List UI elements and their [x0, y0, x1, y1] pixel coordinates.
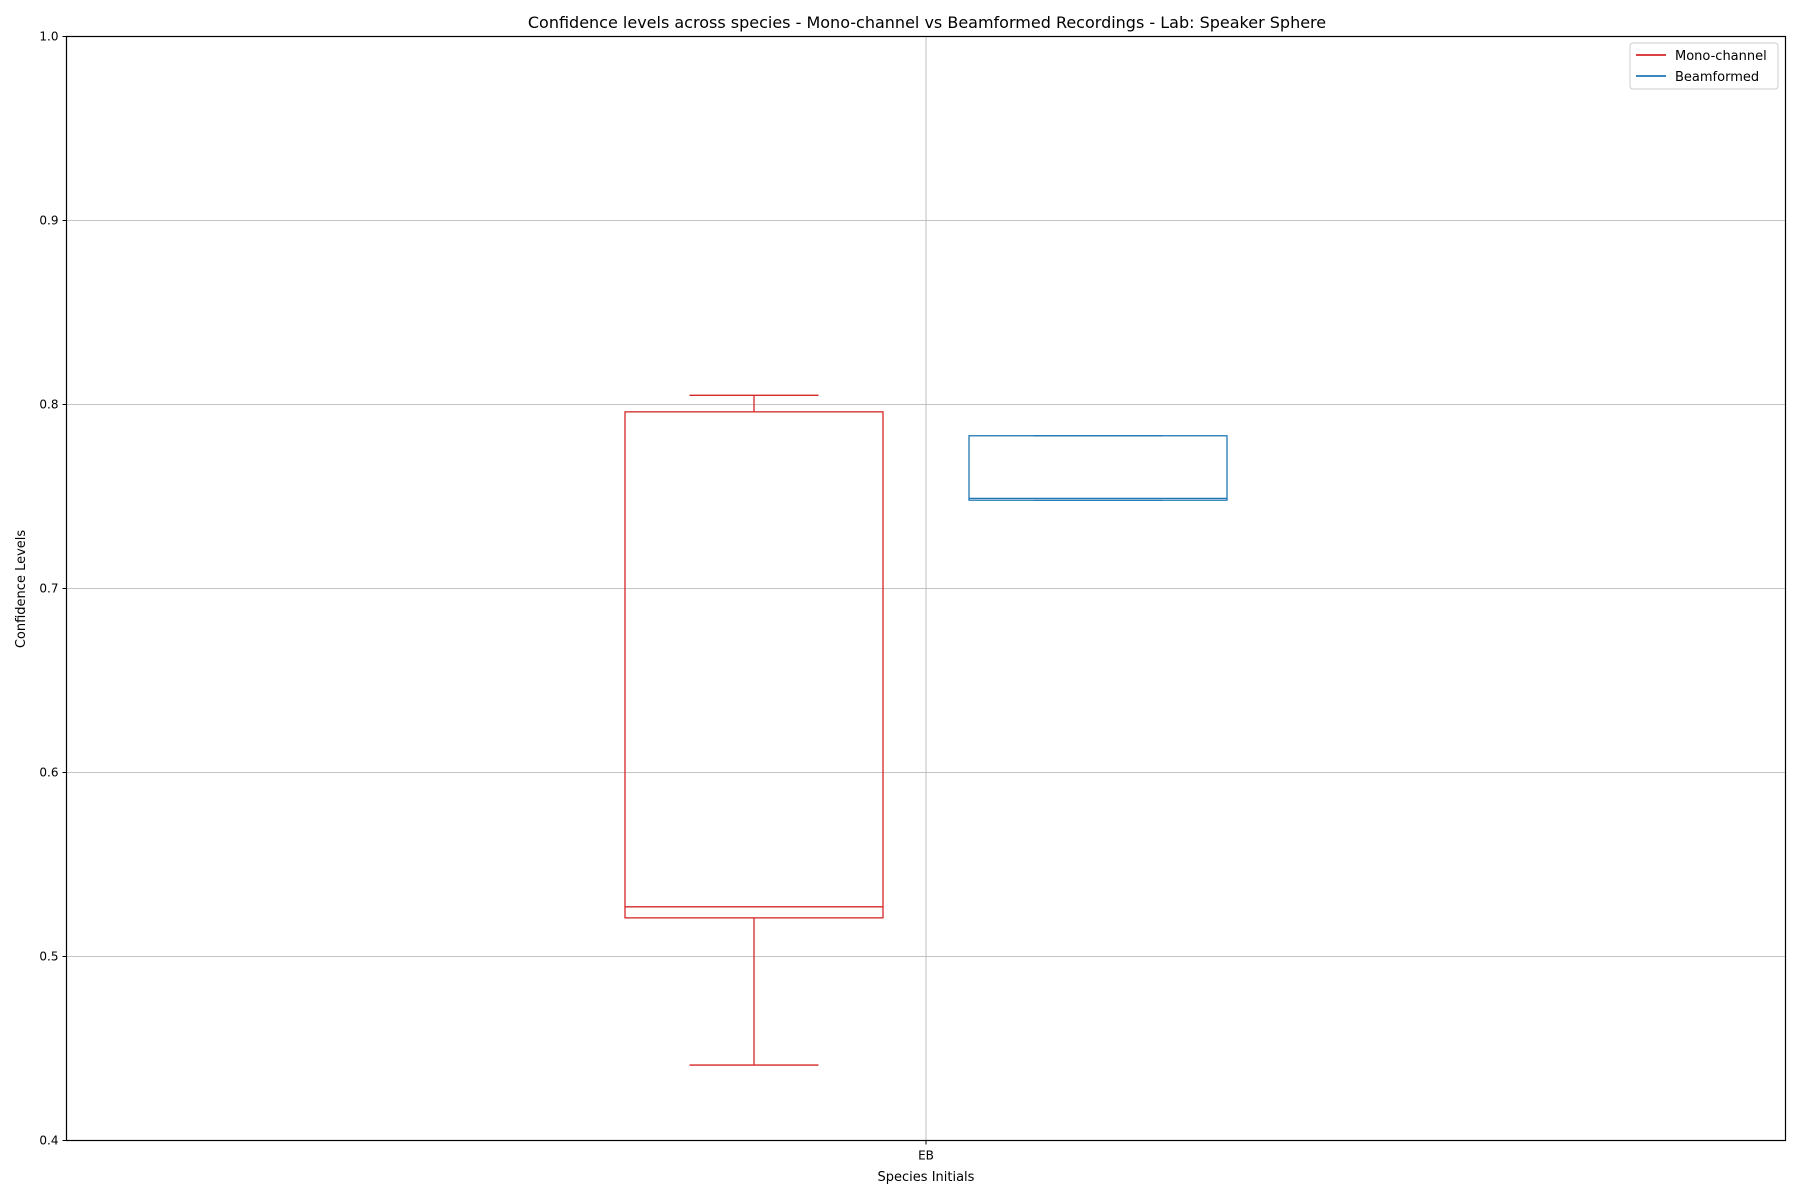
y-axis-label: Confidence Levels [14, 530, 29, 649]
box-body [968, 435, 1228, 501]
y-tick-label: 0.9 [39, 214, 58, 228]
legend: Mono-channel Beamformed [1629, 42, 1779, 90]
y-tick-label: 0.8 [39, 398, 58, 412]
x-axis-ticks: EB [918, 1140, 934, 1163]
box-mono-channel-eb [624, 394, 884, 1066]
box-beamformed-eb [968, 435, 1228, 501]
box-layer [624, 394, 1228, 1066]
y-axis-ticks: 0.4 0.5 0.6 0.7 0.8 0.9 1.0 [39, 30, 67, 1148]
box-body [624, 411, 884, 919]
y-tick-label: 0.7 [39, 582, 58, 596]
grid-lines [66, 36, 1786, 1141]
legend-label: Mono-channel [1675, 49, 1767, 64]
x-tick-label: EB [918, 1149, 934, 1163]
legend-label: Beamformed [1675, 70, 1759, 85]
y-tick-label: 0.5 [39, 950, 58, 964]
legend-frame [1629, 42, 1779, 90]
y-tick-label: 0.6 [39, 766, 58, 780]
y-tick-label: 0.4 [39, 1134, 58, 1148]
x-axis-label: Species Initials [878, 1170, 975, 1185]
y-tick-label: 1.0 [39, 30, 58, 44]
chart-title: Confidence levels across species - Mono-… [528, 13, 1326, 32]
